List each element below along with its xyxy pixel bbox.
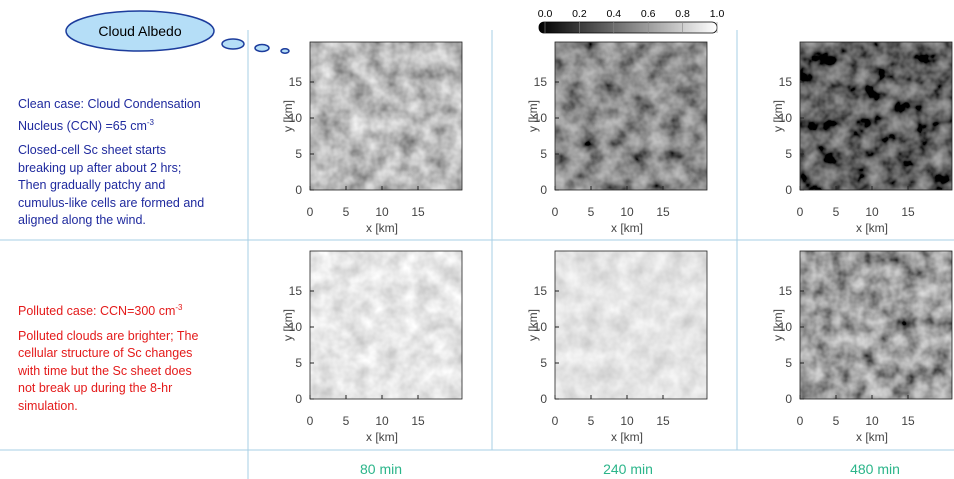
y-axis-label: y [km]: [281, 100, 295, 132]
x-tick-label: 0: [552, 414, 559, 428]
polluted-text: Polluted case: CCN=300 cm-3 Polluted clou…: [18, 299, 198, 422]
y-axis-label: y [km]: [771, 100, 785, 132]
x-axis-label: x [km]: [366, 430, 398, 444]
x-tick-label: 10: [865, 205, 879, 219]
x-tick-label: 0: [797, 414, 804, 428]
heading-line: Clean case: Cloud Condensation: [18, 96, 204, 114]
heading-text: Clean case: Cloud Condensation: [18, 97, 201, 111]
x-tick-label: 5: [588, 205, 595, 219]
albedo-map: [800, 251, 952, 399]
superscript: -3: [175, 303, 182, 312]
x-tick-label: 5: [343, 414, 350, 428]
heading-line: Polluted case: CCN=300 cm-3: [18, 299, 198, 321]
colorbar-tick-label: 0.8: [675, 8, 690, 20]
x-tick-label: 5: [833, 414, 840, 428]
time-label: 240 min: [603, 461, 653, 477]
bubble-dot: [281, 49, 289, 53]
x-tick-label: 15: [411, 414, 425, 428]
colorbar: [539, 22, 717, 33]
body-line: cellular structure of Sc changes: [18, 345, 198, 363]
y-tick-label: 15: [534, 75, 548, 89]
body-line: aligned along the wind.: [18, 212, 204, 230]
y-tick-label: 5: [785, 147, 792, 161]
body-line: Then gradually patchy and: [18, 177, 204, 195]
superscript: -3: [147, 118, 154, 127]
heading-text: Nucleus (CCN) =65 cm: [18, 119, 147, 133]
colorbar-tick-label: 0.6: [641, 8, 656, 20]
body: Closed-cell Sc sheet startsbreaking up a…: [18, 142, 204, 230]
albedo-map: [310, 251, 462, 399]
heading-text: Polluted case: CCN=300 cm: [18, 304, 175, 318]
body-line: cumulus-like cells are formed and: [18, 195, 204, 213]
albedo-map: [310, 42, 462, 190]
y-tick-label: 5: [295, 147, 302, 161]
y-tick-label: 15: [779, 284, 793, 298]
x-tick-label: 0: [307, 205, 314, 219]
albedo-map: [555, 251, 707, 399]
x-tick-label: 0: [307, 414, 314, 428]
y-tick-label: 5: [540, 147, 547, 161]
slide: Cloud Albedo 0.0 0.2 0.4 0.6 0.8 1.0 0 5 10 15 0 5 1…: [0, 0, 954, 479]
time-label: 80 min: [360, 461, 402, 477]
x-axis-label: x [km]: [366, 221, 398, 235]
x-tick-label: 5: [833, 205, 840, 219]
y-tick-label: 5: [540, 356, 547, 370]
y-tick-label: 0: [785, 183, 792, 197]
y-axis-label: y [km]: [526, 100, 540, 132]
body-line: simulation.: [18, 398, 198, 416]
y-tick-label: 0: [540, 392, 547, 406]
x-tick-label: 0: [797, 205, 804, 219]
y-axis-label: y [km]: [281, 309, 295, 341]
x-tick-label: 10: [620, 414, 634, 428]
colorbar-tick-label: 1.0: [710, 8, 725, 20]
x-tick-label: 0: [552, 205, 559, 219]
bubble-dot: [255, 45, 269, 52]
x-axis-label: x [km]: [611, 430, 643, 444]
heading-line: Nucleus (CCN) =65 cm-3: [18, 114, 204, 136]
x-tick-label: 10: [620, 205, 634, 219]
y-tick-label: 0: [295, 392, 302, 406]
x-tick-label: 10: [375, 205, 389, 219]
heading: Polluted case: CCN=300 cm-3: [18, 299, 198, 321]
body-line: Polluted clouds are brighter; The: [18, 328, 198, 346]
x-axis-label: x [km]: [856, 221, 888, 235]
heading: Clean case: Cloud Condensation Nucleus (C…: [18, 96, 204, 135]
time-label: 480 min: [850, 461, 900, 477]
colorbar-tick-label: 0.2: [572, 8, 587, 20]
x-tick-label: 5: [343, 205, 350, 219]
y-axis-label: y [km]: [771, 309, 785, 341]
colorbar-tick-label: 0.4: [606, 8, 621, 20]
x-tick-label: 15: [901, 414, 915, 428]
x-axis-label: x [km]: [611, 221, 643, 235]
y-tick-label: 15: [289, 284, 303, 298]
albedo-map: [555, 42, 707, 190]
body-line: breaking up after about 2 hrs;: [18, 160, 204, 178]
y-axis-label: y [km]: [526, 309, 540, 341]
y-tick-label: 5: [295, 356, 302, 370]
bubble-dot: [222, 39, 244, 49]
colorbar-tick-label: 0.0: [538, 8, 553, 20]
x-tick-label: 15: [656, 414, 670, 428]
body: Polluted clouds are brighter; Thecellula…: [18, 328, 198, 416]
y-tick-label: 15: [534, 284, 548, 298]
x-tick-label: 5: [588, 414, 595, 428]
x-tick-label: 15: [411, 205, 425, 219]
x-tick-label: 10: [375, 414, 389, 428]
bubble-text: Cloud Albedo: [98, 23, 182, 39]
albedo-map: [800, 42, 952, 190]
y-tick-label: 0: [785, 392, 792, 406]
x-tick-label: 10: [865, 414, 879, 428]
body-line: not break up during the 8-hr: [18, 380, 198, 398]
y-tick-label: 15: [289, 75, 303, 89]
y-tick-label: 0: [540, 183, 547, 197]
y-tick-label: 5: [785, 356, 792, 370]
body-line: Closed-cell Sc sheet starts: [18, 142, 204, 160]
x-axis-label: x [km]: [856, 430, 888, 444]
clean-text: Clean case: Cloud Condensation Nucleus (C…: [18, 96, 204, 237]
y-tick-label: 15: [779, 75, 793, 89]
y-tick-label: 0: [295, 183, 302, 197]
x-tick-label: 15: [656, 205, 670, 219]
body-line: with time but the Sc sheet does: [18, 363, 198, 381]
x-tick-label: 15: [901, 205, 915, 219]
